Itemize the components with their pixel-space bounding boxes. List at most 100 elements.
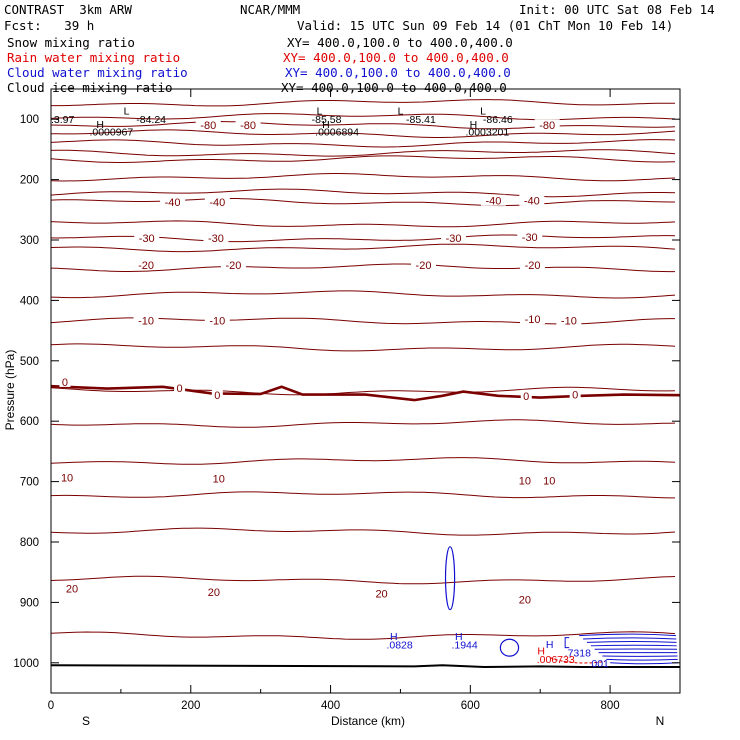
- cloud-water-contour: [610, 662, 679, 665]
- contour-label: 20: [208, 587, 220, 599]
- contour-label-bg: [174, 381, 186, 393]
- contour-label-bg: [540, 474, 559, 486]
- contour-label-bg: [556, 314, 582, 326]
- y-tick-label: 100: [20, 114, 39, 126]
- extremum-annotation: L: [317, 106, 323, 118]
- contour-label: -30: [446, 233, 462, 245]
- isotherm-line: [50, 419, 676, 428]
- contour-label: 0: [572, 390, 578, 402]
- contour-label-bg: [133, 314, 159, 326]
- org-name: NCAR/MMM: [240, 2, 301, 17]
- isotherm-line: [51, 99, 676, 107]
- legend-snow-xy: XY= 400.0,100.0 to 400.0,400.0: [287, 35, 513, 50]
- isotherm-line: [50, 457, 676, 465]
- surface-line: [50, 664, 680, 669]
- isotherm-line: [50, 527, 676, 536]
- contour-label: -20: [138, 260, 154, 272]
- contour-label: -30: [208, 233, 224, 245]
- contour-label: 10: [61, 472, 73, 484]
- freezing-level-line: [50, 384, 681, 402]
- north-label: N: [656, 714, 665, 728]
- contour-label: 20: [66, 584, 78, 596]
- isotherm-line: [50, 386, 676, 396]
- contour-label-bg: [160, 195, 186, 207]
- contour-label-bg: [520, 313, 546, 325]
- init-time: Init: 00 UTC Sat 08 Feb 14: [519, 2, 715, 17]
- contour-label-bg: [133, 258, 159, 270]
- contour-label: -80: [539, 120, 555, 132]
- contour-label-bg: [58, 471, 77, 483]
- y-tick-label: 700: [20, 477, 39, 489]
- south-label: S: [82, 714, 90, 728]
- isotherm-line: [50, 198, 675, 207]
- cloud-water-annotation: H: [390, 631, 398, 643]
- contour-label: -10: [561, 315, 577, 327]
- legend-rain-label: Rain water mixing ratio: [7, 50, 181, 65]
- isotherm-line: [50, 139, 676, 148]
- contour-label: -20: [525, 260, 541, 272]
- isotherm-line: [50, 343, 676, 352]
- contour-label: -40: [209, 197, 225, 209]
- contour-label: 10: [543, 475, 555, 487]
- forecast-hour: Fcst: 39 h: [4, 18, 95, 33]
- cloud-water-annotation: .001: [588, 658, 609, 670]
- cloud-water-annotation: .0828: [386, 640, 412, 652]
- isotherm-line: [50, 113, 676, 121]
- cloud-water-contour: [499, 638, 520, 657]
- contour-label-bg: [569, 388, 581, 400]
- contour-label-bg: [517, 230, 543, 242]
- cloud-water-contour: [564, 637, 570, 649]
- contour-label: -80: [240, 120, 256, 132]
- contour-label-group: 0 0 0 0 0 10 10 10 10 20 20 20 20 -80 -80 -80 -40 -40 -40 -…: [58, 119, 582, 606]
- x-tick-label: 0: [48, 700, 54, 712]
- extremum-annotation: .0000967: [89, 126, 133, 138]
- isotherm-line: [50, 575, 676, 585]
- cloud-water-contour: [606, 658, 678, 661]
- extremum-annotation: .3.97: [51, 114, 75, 126]
- contour-label-bg: [480, 194, 506, 206]
- extremum-annotation: L: [398, 106, 404, 118]
- isotherm-line: [50, 155, 676, 163]
- contour-label-bg: [204, 586, 223, 598]
- rain-annotation: .006733: [537, 654, 575, 666]
- cloud-water-group: [444, 546, 679, 665]
- legend-snow-label: Snow mixing ratio: [7, 35, 135, 50]
- legend-cloud-ice-xy: XY= 400.0,100.0 to 400.0,400.0: [281, 80, 507, 95]
- contour-label: 0: [177, 383, 183, 395]
- isotherm-line: [50, 263, 675, 273]
- contour-label-bg: [134, 232, 160, 244]
- contour-label-bg: [515, 593, 534, 605]
- rain-contour: [549, 657, 606, 664]
- plot-frame: [50, 88, 681, 694]
- y-tick-label: 400: [20, 295, 39, 307]
- legend-cloud-water-label: Cloud water mixing ratio: [7, 65, 188, 80]
- legend-cloud-water-xy: XY= 400.0,100.0 to 400.0,400.0: [285, 65, 511, 80]
- contour-label-bg: [515, 474, 534, 486]
- contour-label-bg: [62, 582, 81, 594]
- x-tick-label: 200: [181, 700, 200, 712]
- contour-label: 10: [213, 474, 225, 486]
- contour-label: 10: [519, 475, 531, 487]
- contour-label-bg: [195, 119, 221, 131]
- contour-label: -10: [138, 315, 154, 327]
- y-tick-label: 900: [20, 597, 39, 609]
- contour-label: -30: [522, 232, 538, 244]
- isotherm-line: [50, 290, 676, 299]
- contour-label-bg: [209, 472, 228, 484]
- cloud-water-annotation: H: [455, 631, 463, 643]
- isotherm-line: [50, 188, 676, 198]
- contour-label-bg: [519, 194, 545, 206]
- legend-cloud-ice-label: Cloud ice mixing ratio: [7, 80, 173, 95]
- y-tick-label: 300: [20, 235, 39, 247]
- extremum-annotation: -85.58: [312, 114, 342, 126]
- contour-label-bg: [441, 232, 467, 244]
- y-tick-label: 600: [20, 416, 39, 428]
- contour-label: -20: [225, 260, 241, 272]
- extremum-annotation: -86.46: [483, 114, 513, 126]
- isotherm-line: [50, 220, 676, 228]
- y-axis-title: Pressure (hPa): [3, 350, 17, 431]
- isotherm-line: [50, 149, 676, 157]
- rain-annotation: H: [537, 646, 545, 658]
